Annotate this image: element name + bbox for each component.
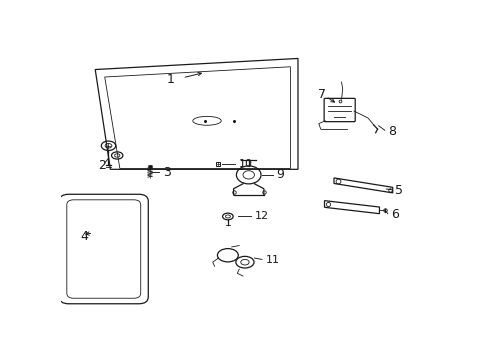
- Text: 2: 2: [98, 159, 106, 172]
- Text: 6: 6: [390, 208, 398, 221]
- Text: 9: 9: [276, 168, 284, 181]
- Text: 1: 1: [167, 73, 175, 86]
- Text: 8: 8: [387, 125, 395, 138]
- Text: 5: 5: [394, 184, 402, 197]
- Text: 4: 4: [80, 230, 88, 243]
- Text: 3: 3: [163, 166, 170, 179]
- Text: 10: 10: [238, 159, 252, 169]
- Text: 7: 7: [317, 88, 325, 101]
- Text: 12: 12: [254, 211, 268, 221]
- Text: 11: 11: [265, 255, 279, 265]
